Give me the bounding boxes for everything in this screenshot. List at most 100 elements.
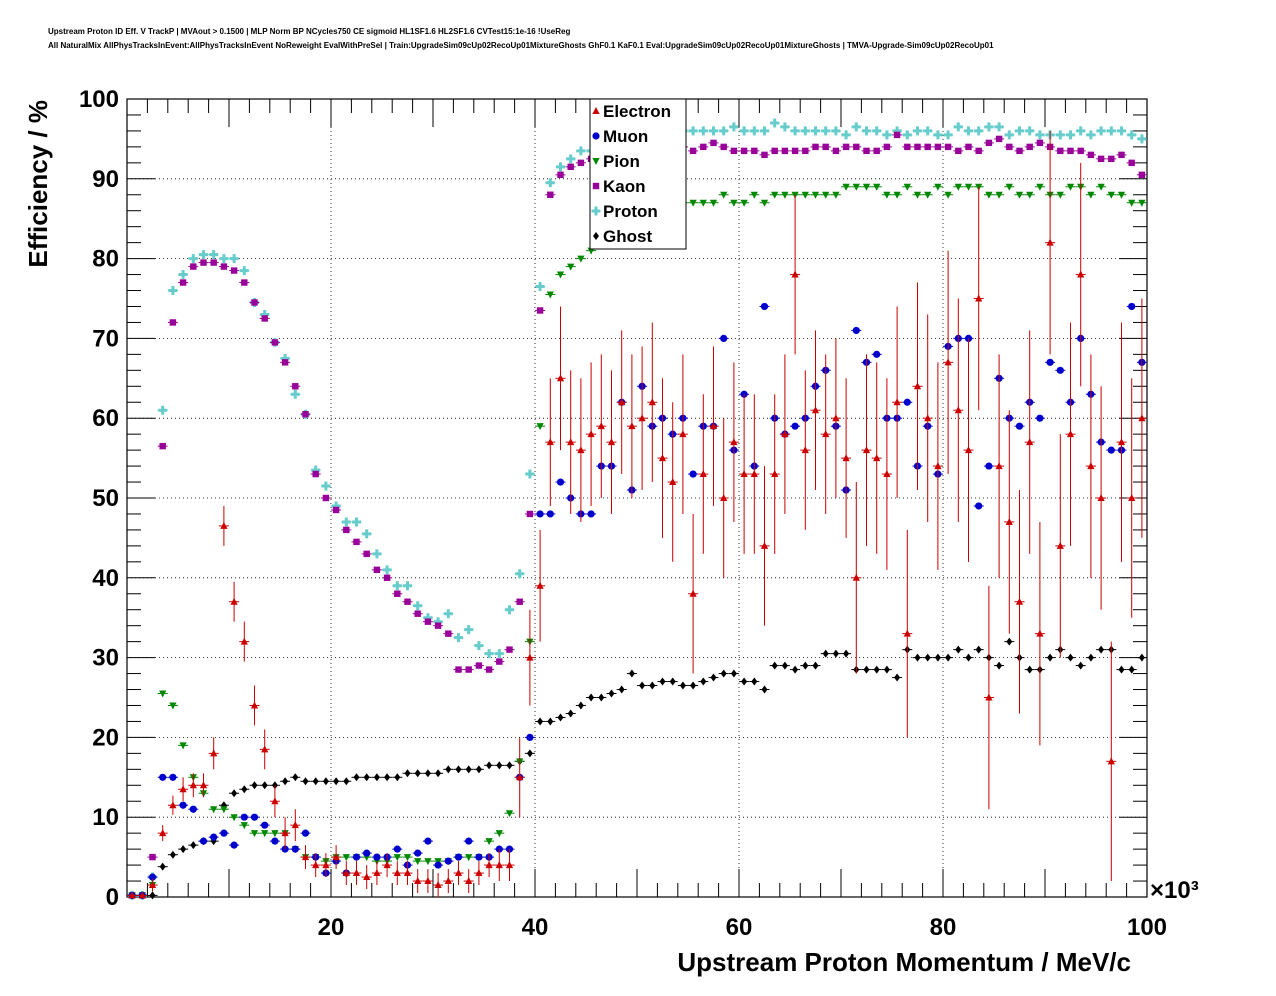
data-point xyxy=(210,259,217,266)
data-series xyxy=(127,118,1147,900)
data-point xyxy=(934,183,942,191)
data-point xyxy=(964,446,973,454)
data-point xyxy=(689,470,697,478)
data-point xyxy=(220,829,228,837)
data-point xyxy=(271,830,279,838)
data-point xyxy=(863,665,870,674)
data-point xyxy=(822,649,829,658)
series-pion xyxy=(127,183,1147,900)
data-point xyxy=(576,146,586,156)
data-point xyxy=(1047,653,1054,662)
data-point xyxy=(505,861,514,869)
data-point xyxy=(496,658,503,665)
data-point xyxy=(516,773,524,781)
data-point xyxy=(761,685,768,694)
data-point xyxy=(689,147,697,155)
data-point xyxy=(301,853,310,861)
data-point xyxy=(149,853,156,861)
data-point xyxy=(741,677,748,686)
data-point xyxy=(924,653,931,662)
data-point xyxy=(363,550,370,558)
data-point xyxy=(210,749,218,757)
data-point xyxy=(312,861,320,869)
data-point xyxy=(515,569,525,579)
data-point xyxy=(353,773,360,782)
data-point xyxy=(851,122,861,132)
y-axis-title: Efficiency / % xyxy=(23,100,53,268)
data-point xyxy=(241,785,248,794)
data-point xyxy=(505,810,514,818)
data-point xyxy=(720,191,728,199)
data-point xyxy=(577,701,584,710)
data-point xyxy=(639,681,646,690)
data-point xyxy=(933,130,943,140)
data-point xyxy=(199,837,208,845)
data-point xyxy=(628,669,635,678)
data-point xyxy=(392,581,402,591)
data-point xyxy=(179,785,187,793)
data-point xyxy=(190,841,197,850)
data-point xyxy=(414,769,421,778)
data-point xyxy=(832,414,840,422)
data-point xyxy=(740,199,748,207)
data-point xyxy=(424,877,432,885)
data-point xyxy=(720,334,728,342)
data-point xyxy=(862,183,871,191)
data-point xyxy=(577,159,585,167)
series-ghost xyxy=(127,637,1147,900)
data-point xyxy=(281,359,289,366)
data-point xyxy=(445,630,452,637)
data-point xyxy=(443,609,453,619)
data-point xyxy=(689,589,697,597)
axis-ticks: 0 10 20 30 40 50 60 70 80 90 100 20 40 60 80 100 xyxy=(79,86,1167,941)
data-point xyxy=(149,891,156,900)
data-point xyxy=(424,618,432,625)
data-point xyxy=(841,130,851,140)
data-point xyxy=(251,299,258,306)
data-point xyxy=(699,199,707,207)
data-point xyxy=(495,861,503,869)
data-point xyxy=(1026,143,1033,151)
data-point xyxy=(995,135,1003,143)
data-point xyxy=(465,837,473,845)
data-point xyxy=(577,446,585,454)
data-point xyxy=(404,598,411,605)
grid xyxy=(127,99,1147,897)
legend-marker xyxy=(592,182,600,190)
data-point xyxy=(1026,191,1034,199)
data-point xyxy=(914,143,921,151)
legend-marker xyxy=(591,206,601,216)
series-muon xyxy=(127,302,1147,900)
data-point xyxy=(791,270,799,278)
data-point xyxy=(893,191,901,199)
data-point xyxy=(302,777,309,786)
data-point xyxy=(382,565,392,575)
data-point xyxy=(852,183,860,191)
data-point xyxy=(332,506,340,514)
data-point xyxy=(403,869,412,877)
data-point xyxy=(954,406,962,414)
data-point xyxy=(475,662,483,669)
data-point xyxy=(1036,414,1044,422)
data-point xyxy=(414,849,422,857)
data-point xyxy=(1128,302,1136,311)
data-point xyxy=(393,854,401,862)
legend-label: Electron xyxy=(603,102,671,121)
data-point xyxy=(526,653,534,661)
data-point xyxy=(384,773,391,782)
data-point xyxy=(474,641,484,651)
data-point xyxy=(750,191,758,199)
data-point xyxy=(424,837,432,845)
data-point xyxy=(424,858,432,866)
data-point xyxy=(902,130,912,140)
data-point xyxy=(291,821,299,829)
data-point xyxy=(423,613,433,623)
data-point xyxy=(873,665,880,674)
data-point xyxy=(322,777,329,786)
data-point xyxy=(842,183,850,191)
data-point xyxy=(1097,183,1105,191)
data-point xyxy=(363,849,371,857)
data-point xyxy=(1006,143,1013,151)
data-point xyxy=(261,821,269,829)
data-point xyxy=(1056,366,1064,374)
